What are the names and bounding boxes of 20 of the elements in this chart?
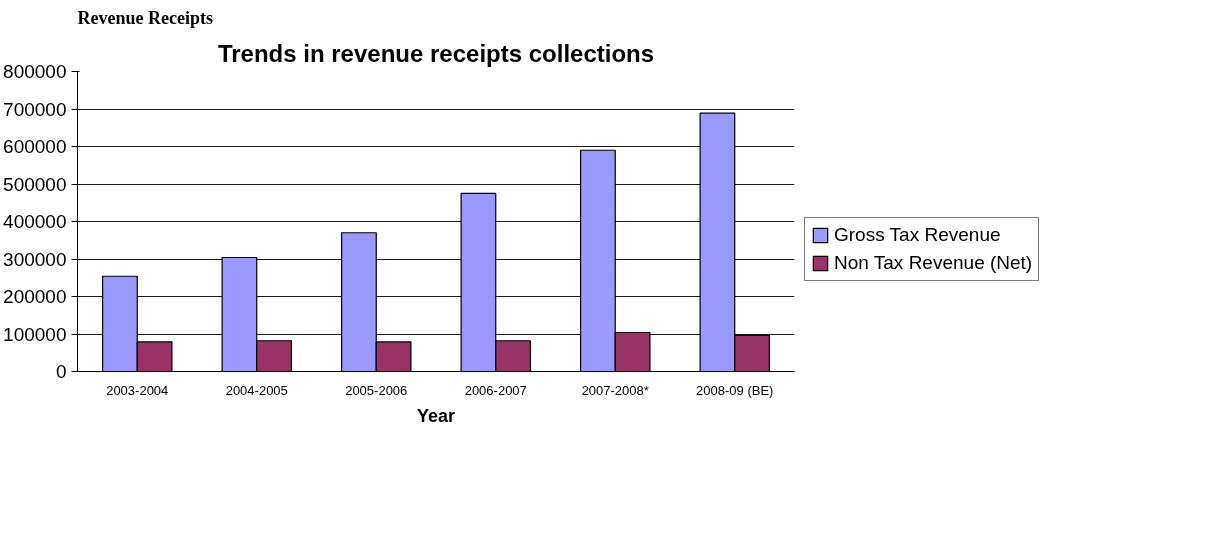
x-tick-label: 2005-2006 xyxy=(345,382,408,398)
y-tick-label: 200000 xyxy=(3,286,67,307)
x-tick-label: 2003-2004 xyxy=(106,382,169,398)
text: Revenue Receipts xyxy=(77,7,213,28)
legend-label: Gross Tax Revenue xyxy=(834,224,1001,246)
y-tick-label: 800000 xyxy=(3,61,67,82)
x-axis-title: Year xyxy=(416,405,456,426)
x-tick-label: 2006-2007 xyxy=(464,382,527,398)
legend-label: Non Tax Revenue (Net) xyxy=(834,252,1033,274)
y-tick-label: 400000 xyxy=(3,211,67,232)
y-tick-label: 600000 xyxy=(3,136,67,157)
y-tick-label: 0 xyxy=(55,361,67,382)
y-tick-label: 100000 xyxy=(3,323,67,345)
y-tick-label: 300000 xyxy=(3,248,67,270)
y-tick-label: 500000 xyxy=(3,173,67,195)
chart-title: Trends in revenue receipts collections xyxy=(217,39,655,67)
x-tick-label: 2004-2005 xyxy=(225,382,288,398)
x-tick-label: 2007-2008* xyxy=(581,382,649,398)
x-tick-label: 2008-09 (BE) xyxy=(696,382,774,398)
y-tick-label: 700000 xyxy=(3,98,67,120)
